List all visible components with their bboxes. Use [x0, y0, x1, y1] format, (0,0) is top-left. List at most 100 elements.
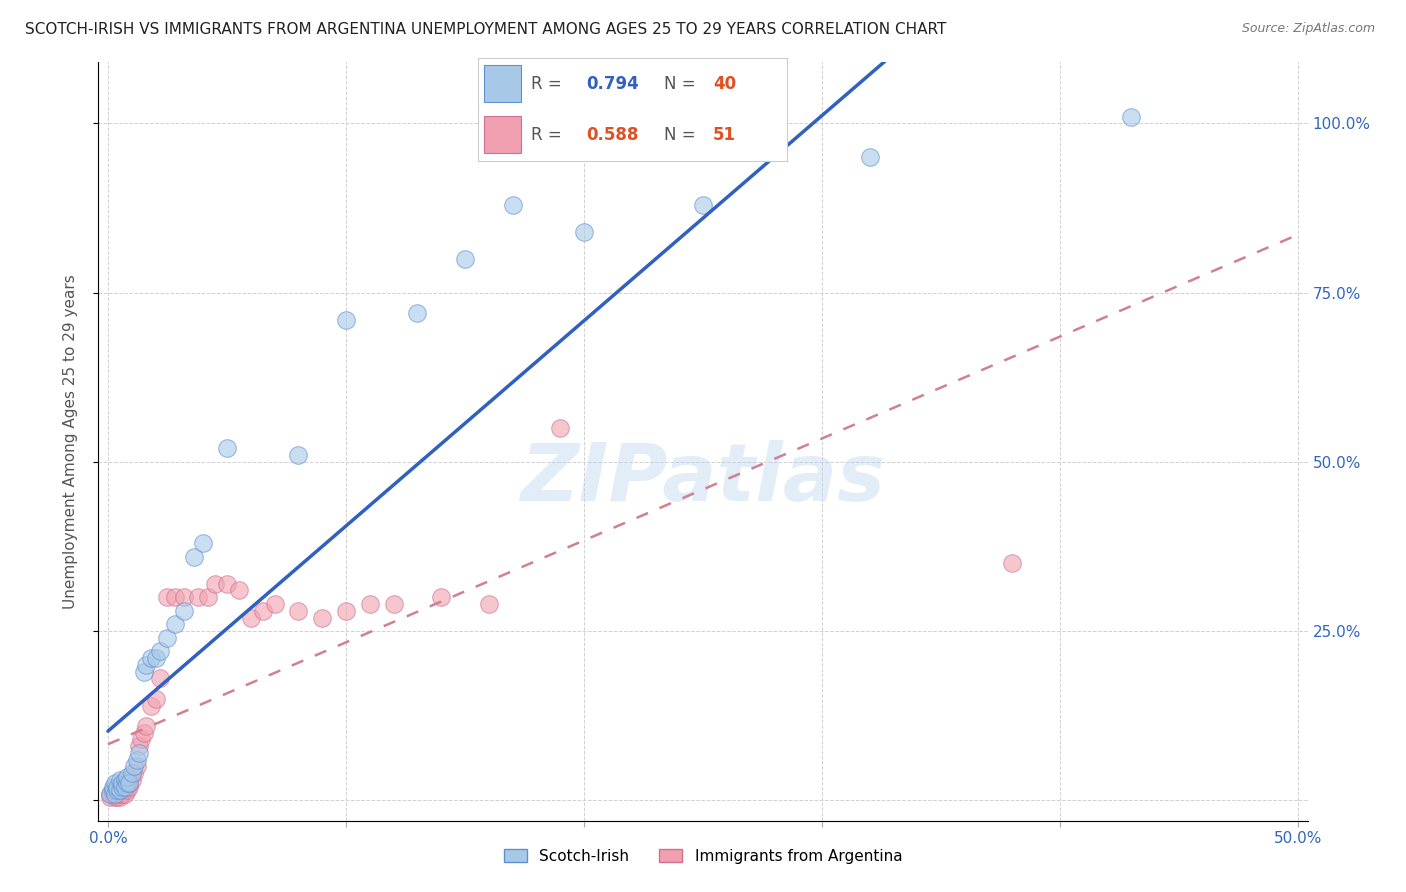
Point [859, 150, 882, 164]
Point [139, 698, 162, 713]
Text: 40: 40 [713, 75, 737, 93]
Point [114, 780, 136, 794]
Point [149, 672, 172, 686]
Point [98, 789, 121, 804]
Text: N =: N = [664, 126, 706, 144]
Point [263, 597, 285, 611]
Point [107, 789, 129, 804]
Point [101, 787, 124, 801]
Point [215, 442, 238, 456]
Point [125, 753, 148, 767]
Point [104, 789, 127, 804]
Point [335, 312, 357, 326]
Point [132, 725, 155, 739]
Point [311, 610, 333, 624]
Point [104, 787, 127, 801]
Text: ZIPatlas: ZIPatlas [520, 441, 886, 518]
Point [252, 604, 274, 618]
Point [121, 766, 143, 780]
Point [145, 651, 167, 665]
Point [173, 604, 195, 618]
Text: N =: N = [664, 75, 700, 93]
Point [98, 787, 121, 801]
Point [382, 597, 405, 611]
Point [406, 306, 429, 320]
Point [359, 597, 381, 611]
Point [239, 610, 262, 624]
Point [145, 691, 167, 706]
Point [228, 583, 250, 598]
Point [215, 576, 238, 591]
Point [430, 591, 453, 605]
Point [204, 576, 226, 591]
Point [572, 225, 595, 239]
Point [101, 783, 124, 797]
Point [132, 665, 155, 679]
Point [107, 783, 129, 797]
Point [118, 780, 141, 794]
Point [122, 766, 145, 780]
Point [156, 631, 179, 645]
Point [128, 739, 150, 754]
Point [114, 772, 136, 787]
Point [1001, 557, 1024, 571]
Point [114, 780, 136, 794]
Point [118, 776, 141, 790]
Point [335, 604, 357, 618]
Point [108, 783, 131, 797]
Point [287, 448, 309, 462]
Point [121, 772, 143, 787]
Point [111, 783, 134, 797]
Text: R =: R = [530, 75, 567, 93]
Point [104, 787, 127, 801]
Text: 51: 51 [713, 126, 737, 144]
Point [115, 783, 138, 797]
Point [478, 597, 501, 611]
Point [173, 591, 195, 605]
Text: R =: R = [530, 126, 567, 144]
Point [98, 787, 121, 801]
Point [548, 421, 571, 435]
Point [115, 776, 138, 790]
Point [692, 197, 714, 211]
Point [115, 776, 138, 790]
Point [122, 759, 145, 773]
Text: 0.588: 0.588 [586, 126, 638, 144]
Point [108, 789, 131, 804]
Point [114, 787, 136, 801]
Y-axis label: Unemployment Among Ages 25 to 29 years: Unemployment Among Ages 25 to 29 years [63, 274, 77, 609]
Point [163, 617, 186, 632]
Point [187, 591, 209, 605]
Point [125, 759, 148, 773]
Point [149, 644, 172, 658]
Point [104, 776, 127, 790]
Point [139, 651, 162, 665]
Bar [484, 65, 522, 102]
Point [111, 787, 134, 801]
Point [287, 604, 309, 618]
Point [104, 783, 127, 797]
Point [454, 252, 477, 266]
Point [183, 549, 205, 564]
Point [1121, 110, 1143, 124]
Point [108, 772, 131, 787]
Point [118, 776, 141, 790]
Point [163, 591, 186, 605]
Point [101, 780, 124, 794]
Point [135, 719, 157, 733]
Legend: Scotch-Irish, Immigrants from Argentina: Scotch-Irish, Immigrants from Argentina [498, 843, 908, 870]
Point [111, 776, 134, 790]
Point [129, 732, 152, 747]
Point [107, 783, 129, 797]
Point [156, 591, 179, 605]
Point [101, 783, 124, 797]
Point [502, 197, 524, 211]
Text: SCOTCH-IRISH VS IMMIGRANTS FROM ARGENTINA UNEMPLOYMENT AMONG AGES 25 TO 29 YEARS: SCOTCH-IRISH VS IMMIGRANTS FROM ARGENTIN… [25, 22, 946, 37]
Point [111, 780, 134, 794]
Point [107, 787, 129, 801]
Point [108, 780, 131, 794]
Bar [484, 117, 522, 153]
Point [135, 657, 157, 672]
Text: Source: ZipAtlas.com: Source: ZipAtlas.com [1241, 22, 1375, 36]
Point [197, 591, 219, 605]
